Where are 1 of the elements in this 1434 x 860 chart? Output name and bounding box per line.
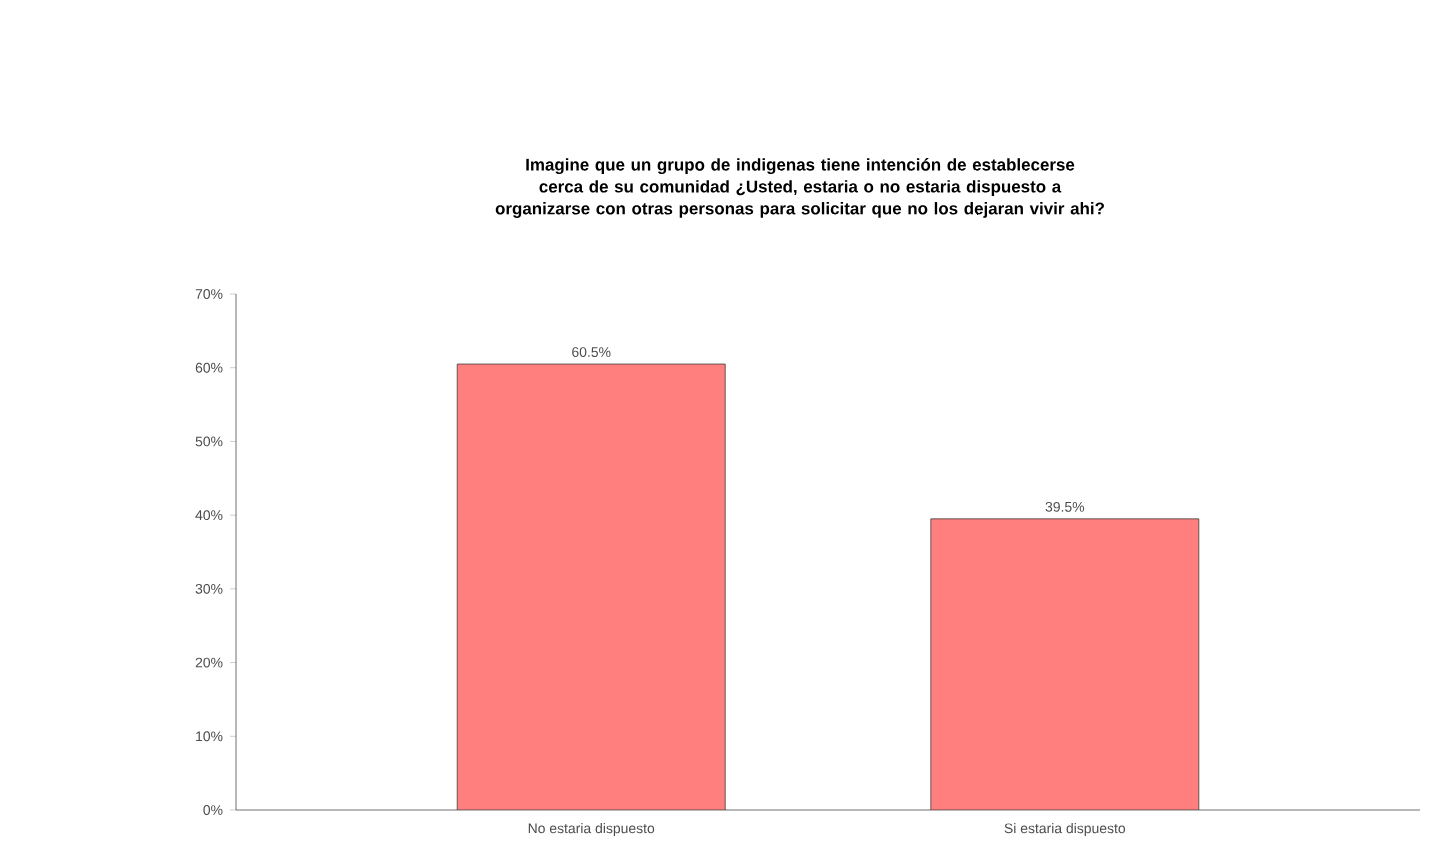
- chart-title: Imagine que un grupo de indigenas tiene intención de establecerse cerca de su comunidad ¿Usted, estaria o no estaria dispuesto a organizarse con otras personas para solicitar que no los dejaran vivir ahi?: [495, 158, 1104, 218]
